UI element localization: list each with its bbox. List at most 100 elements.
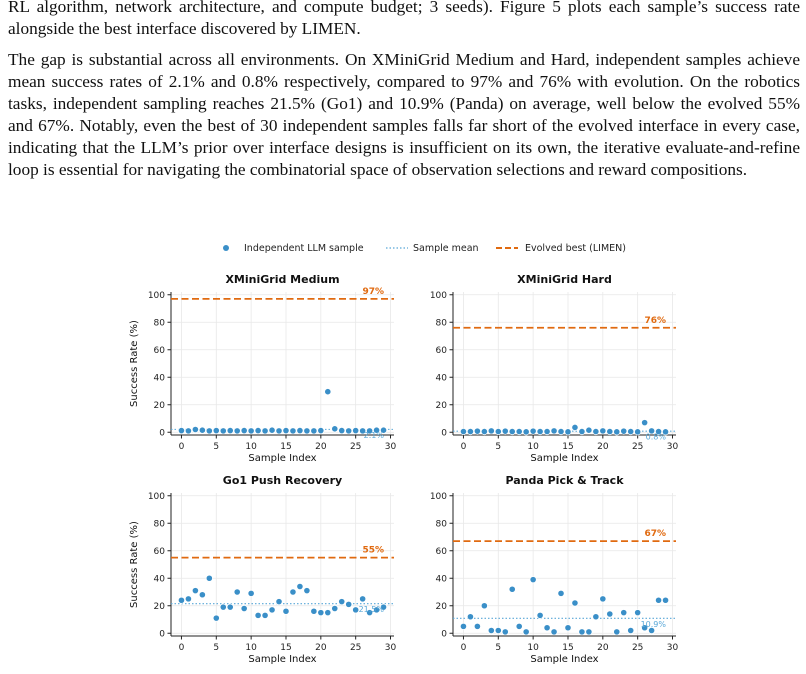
- x-axis-label: Sample Index: [248, 453, 316, 464]
- sample-point: [543, 427, 551, 436]
- sample-point: [366, 609, 374, 617]
- sample-point: [317, 609, 325, 617]
- sample-point: [536, 611, 544, 619]
- sample-point: [585, 426, 593, 434]
- y-tick-label: 100: [148, 492, 165, 502]
- sample-point: [177, 596, 186, 604]
- x-tick-label: 30: [667, 643, 679, 653]
- x-tick-label: 20: [315, 442, 327, 452]
- x-tick-label: 5: [495, 442, 501, 452]
- y-tick-label: 80: [436, 319, 448, 329]
- y-tick-label: 60: [154, 346, 166, 356]
- evolved-best-label: 76%: [644, 316, 666, 326]
- chart-panel-0: 0 20 40 60 80 100 0 5 10 15 20 25 30 XMiniGrid Medium…: [129, 273, 397, 464]
- x-tick-label: 10: [245, 643, 257, 653]
- sample-point: [366, 427, 374, 435]
- y-tick-label: 80: [154, 520, 166, 530]
- sample-point: [613, 628, 621, 636]
- sample-point: [564, 428, 572, 436]
- sample-point: [219, 603, 227, 611]
- sample-point: [240, 426, 248, 435]
- legend-best-label: Evolved best (LIMEN): [525, 243, 626, 254]
- x-tick-label: 15: [562, 643, 573, 653]
- x-axis-label: Sample Index: [530, 654, 598, 665]
- sample-point: [359, 595, 367, 603]
- sample-point: [372, 426, 381, 434]
- sample-point: [379, 426, 388, 434]
- sample-point: [459, 622, 468, 630]
- sample-point: [508, 585, 516, 593]
- sample-point: [487, 626, 495, 635]
- x-axis-label: Sample Index: [248, 654, 316, 665]
- sample-point: [296, 582, 304, 591]
- sample-point: [331, 425, 339, 433]
- sample-point: [282, 607, 290, 615]
- y-tick-label: 80: [154, 319, 166, 329]
- sample-point: [261, 611, 269, 619]
- sample-point: [529, 576, 537, 584]
- sample-point: [578, 628, 586, 636]
- x-tick-label: 30: [385, 643, 397, 653]
- sample-point: [634, 609, 642, 617]
- sample-point: [585, 628, 593, 636]
- paragraph-intro: RL algorithm, network architecture, and …: [8, 0, 800, 38]
- sample-mean-label: 0.8%: [646, 433, 667, 442]
- sample-point: [247, 427, 255, 435]
- sample-point: [303, 427, 311, 435]
- y-tick-label: 60: [436, 346, 448, 356]
- sample-point: [359, 427, 367, 435]
- sample-point: [661, 428, 670, 436]
- x-tick-label: 30: [385, 442, 397, 452]
- sample-point: [261, 427, 269, 435]
- sample-point: [480, 602, 488, 610]
- sample-point: [557, 589, 565, 597]
- sample-point: [641, 419, 649, 427]
- sample-point: [233, 588, 241, 596]
- sample-point: [487, 427, 495, 435]
- sample-point: [338, 598, 346, 606]
- sample-point: [296, 426, 304, 435]
- sample-point: [289, 588, 297, 596]
- y-axis-label: Success Rate (%): [129, 521, 140, 608]
- sample-point: [352, 426, 360, 435]
- sample-point: [543, 624, 551, 632]
- sample-point: [620, 427, 628, 435]
- y-tick-label: 40: [436, 575, 448, 585]
- chart-title: Go1 Push Recovery: [223, 474, 342, 487]
- y-tick-label: 0: [441, 429, 447, 439]
- sample-point: [627, 427, 635, 436]
- x-tick-label: 5: [495, 643, 501, 653]
- sample-point: [522, 628, 530, 636]
- sample-point: [191, 587, 199, 595]
- sample-point: [177, 426, 186, 435]
- sample-point: [522, 428, 530, 436]
- y-tick-label: 20: [436, 602, 448, 612]
- sample-point: [654, 596, 663, 604]
- sample-point: [515, 622, 523, 630]
- sample-point: [661, 596, 670, 604]
- y-axis-label: Success Rate (%): [129, 320, 140, 407]
- sample-point: [254, 426, 262, 435]
- sample-point: [599, 595, 607, 603]
- legend-mean-label: Sample mean: [413, 243, 479, 254]
- sample-point: [184, 595, 193, 603]
- y-tick-label: 0: [441, 630, 447, 640]
- y-tick-label: 100: [430, 492, 447, 502]
- chart-panel-3: 0 20 40 60 80 100 0 5 10 15 20 25 30 Panda Pick & Tra…: [430, 474, 679, 665]
- chart-title: XMiniGrid Medium: [225, 273, 339, 286]
- sample-point: [571, 423, 579, 432]
- sample-point: [226, 426, 234, 435]
- sample-point: [191, 425, 199, 434]
- y-tick-label: 100: [430, 291, 447, 301]
- sample-point: [473, 622, 481, 630]
- chart-title: XMiniGrid Hard: [517, 273, 612, 286]
- sample-point: [501, 628, 509, 636]
- sample-point: [310, 607, 318, 615]
- sample-point: [648, 626, 656, 635]
- sample-point: [247, 589, 255, 597]
- chart-title: Panda Pick & Track: [505, 474, 624, 487]
- sample-point: [627, 626, 635, 635]
- x-tick-label: 30: [667, 442, 679, 452]
- x-tick-label: 10: [245, 442, 257, 452]
